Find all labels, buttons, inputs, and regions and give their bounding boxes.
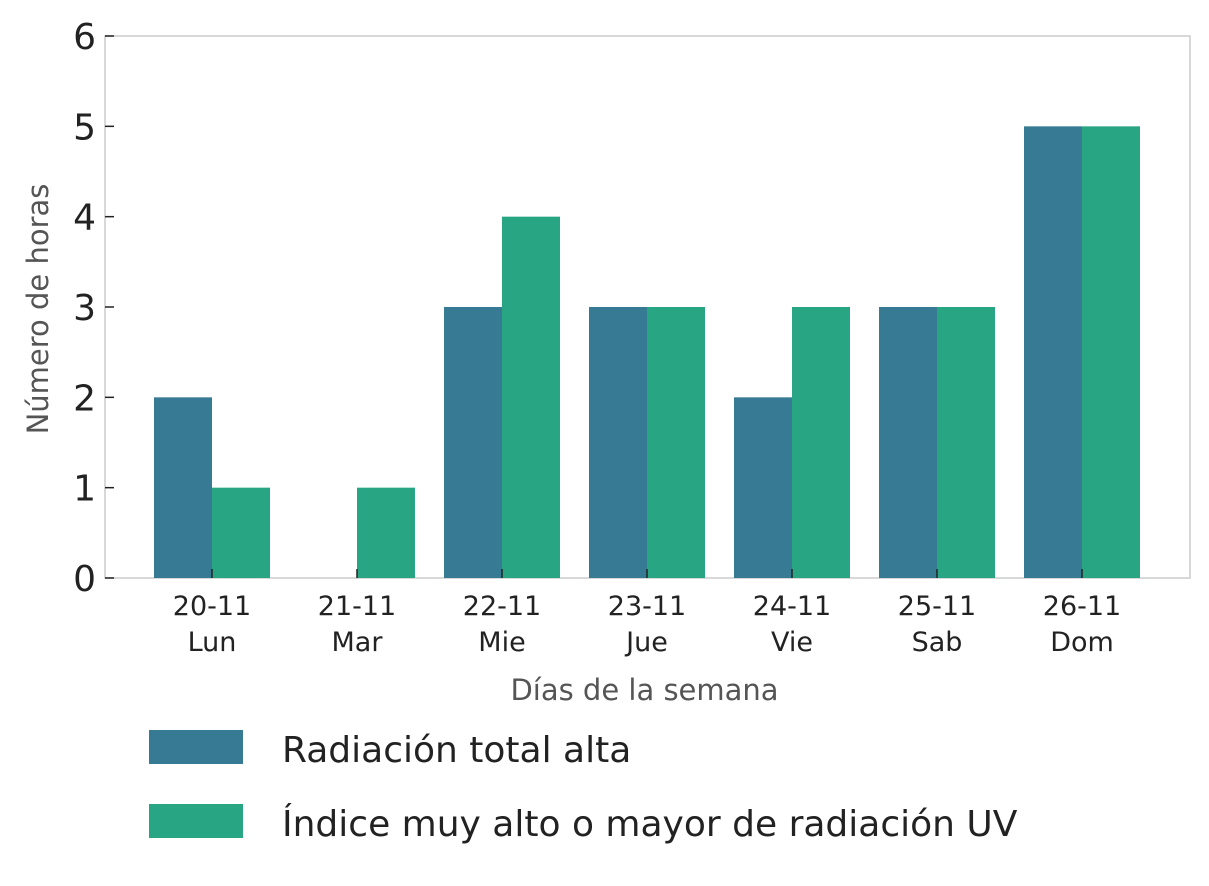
legend-swatch-series1 (149, 730, 243, 764)
x-tick-label-date: 22-11 (463, 591, 541, 622)
x-tick-label-day: Sab (912, 627, 963, 658)
bar-series2-22-11 (502, 216, 560, 578)
bars-group (154, 126, 1140, 578)
x-axis-label: Días de la semana (510, 673, 778, 707)
x-tick-label-date: 25-11 (898, 591, 976, 622)
bar-series2-20-11 (212, 487, 270, 578)
x-tick-label-date: 20-11 (173, 591, 251, 622)
bar-series1-22-11 (444, 307, 502, 578)
y-tick-label: 6 (73, 17, 96, 58)
bar-series2-25-11 (937, 307, 995, 578)
x-tick-label-day: Mie (478, 627, 525, 658)
legend: Radiación total alta Índice muy alto o ma… (149, 730, 1018, 845)
y-tick-label: 4 (73, 198, 96, 239)
x-tick-label-day: Lun (188, 627, 237, 658)
x-tick-label-day: Dom (1050, 627, 1114, 658)
x-tick-label-day: Mar (332, 627, 384, 658)
x-tick-label-date: 23-11 (608, 591, 686, 622)
y-axis-label: Número de horas (21, 184, 55, 435)
x-tick-label-day: Vie (771, 627, 813, 658)
y-axis: 0 1 2 3 4 5 6 (73, 17, 114, 600)
bar-series2-21-11 (357, 487, 415, 578)
x-tick-label-date: 26-11 (1043, 591, 1121, 622)
bar-series2-26-11 (1082, 126, 1140, 578)
y-tick-label: 3 (73, 288, 96, 329)
bar-series1-26-11 (1024, 126, 1082, 578)
bar-series1-20-11 (154, 397, 212, 578)
y-tick-label: 0 (73, 559, 96, 600)
y-tick-label: 1 (73, 469, 96, 510)
x-tick-label-date: 21-11 (318, 591, 396, 622)
legend-label-series1: Radiación total alta (282, 730, 631, 771)
bar-series1-23-11 (589, 307, 647, 578)
y-tick-label: 5 (73, 107, 96, 148)
x-tick-label-day: Jue (624, 627, 668, 658)
bar-series2-24-11 (792, 307, 850, 578)
y-tick-label: 2 (73, 378, 96, 419)
bar-series2-23-11 (647, 307, 705, 578)
bar-series1-24-11 (734, 397, 792, 578)
legend-label-series2: Índice muy alto o mayor de radiación UV (282, 803, 1018, 845)
x-tick-label-date: 24-11 (753, 591, 831, 622)
bar-series1-25-11 (879, 307, 937, 578)
legend-swatch-series2 (149, 804, 243, 838)
x-axis: 20-11 Lun 21-11 Mar 22-11 Mie 23-11 Jue 24-11 Vie… (173, 569, 1121, 658)
